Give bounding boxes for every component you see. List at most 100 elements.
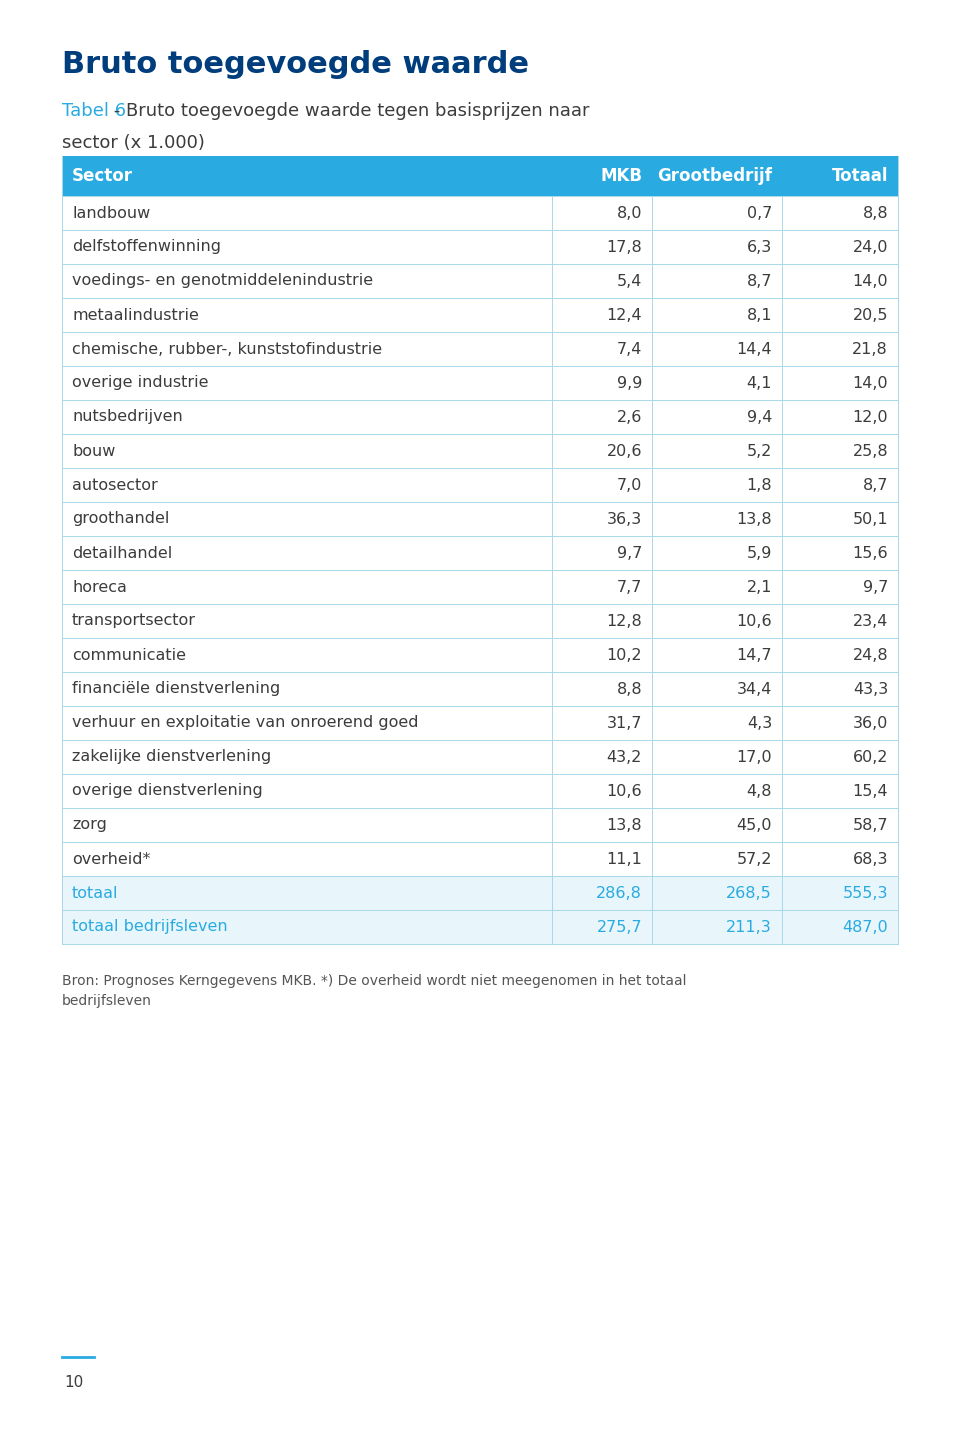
Text: 286,8: 286,8 bbox=[596, 886, 642, 900]
Text: 43,2: 43,2 bbox=[607, 749, 642, 765]
Text: 8,0: 8,0 bbox=[616, 206, 642, 221]
Bar bbox=[62, 842, 898, 876]
Text: 10,2: 10,2 bbox=[607, 648, 642, 662]
Text: transportsector: transportsector bbox=[72, 614, 196, 629]
Text: MKB: MKB bbox=[600, 167, 642, 184]
Bar bbox=[62, 366, 898, 399]
Bar bbox=[62, 298, 898, 333]
Text: 9,4: 9,4 bbox=[747, 409, 772, 424]
Text: Totaal: Totaal bbox=[831, 167, 888, 184]
Text: 50,1: 50,1 bbox=[852, 511, 888, 527]
Text: 0,7: 0,7 bbox=[747, 206, 772, 221]
Text: totaal: totaal bbox=[72, 886, 118, 900]
Text: 4,1: 4,1 bbox=[747, 376, 772, 391]
Text: 2,1: 2,1 bbox=[747, 579, 772, 594]
Text: 7,4: 7,4 bbox=[616, 341, 642, 357]
Text: 24,8: 24,8 bbox=[852, 648, 888, 662]
Text: 487,0: 487,0 bbox=[842, 919, 888, 935]
Text: 7,0: 7,0 bbox=[616, 478, 642, 492]
Text: 6,3: 6,3 bbox=[747, 240, 772, 254]
Text: 5,9: 5,9 bbox=[747, 546, 772, 560]
Bar bbox=[62, 264, 898, 298]
Text: Bruto toegevoegde waarde: Bruto toegevoegde waarde bbox=[62, 49, 529, 78]
Bar bbox=[62, 229, 898, 264]
Text: 9,7: 9,7 bbox=[863, 579, 888, 594]
Text: Bron: Prognoses Kerngegevens MKB. *) De overheid wordt niet meegenomen in het to: Bron: Prognoses Kerngegevens MKB. *) De … bbox=[62, 974, 686, 987]
Text: 23,4: 23,4 bbox=[852, 614, 888, 629]
Text: chemische, rubber-, kunststofindustrie: chemische, rubber-, kunststofindustrie bbox=[72, 341, 382, 357]
Bar bbox=[62, 502, 898, 536]
Text: 34,4: 34,4 bbox=[736, 681, 772, 697]
Bar bbox=[62, 672, 898, 706]
Text: overheid*: overheid* bbox=[72, 851, 151, 867]
Text: 68,3: 68,3 bbox=[852, 851, 888, 867]
Text: sector (x 1.000): sector (x 1.000) bbox=[62, 134, 204, 152]
Text: 15,6: 15,6 bbox=[852, 546, 888, 560]
Text: 275,7: 275,7 bbox=[596, 919, 642, 935]
Text: 13,8: 13,8 bbox=[607, 817, 642, 832]
Text: 60,2: 60,2 bbox=[852, 749, 888, 765]
Text: overige industrie: overige industrie bbox=[72, 376, 208, 391]
Text: 2,6: 2,6 bbox=[616, 409, 642, 424]
Text: 20,6: 20,6 bbox=[607, 443, 642, 459]
Text: zorg: zorg bbox=[72, 817, 107, 832]
Bar bbox=[62, 876, 898, 910]
Text: 36,0: 36,0 bbox=[852, 716, 888, 730]
Text: 12,4: 12,4 bbox=[607, 308, 642, 322]
Text: 15,4: 15,4 bbox=[852, 784, 888, 799]
Bar bbox=[62, 774, 898, 807]
Text: 57,2: 57,2 bbox=[736, 851, 772, 867]
Text: 14,7: 14,7 bbox=[736, 648, 772, 662]
Bar bbox=[62, 155, 898, 196]
Text: 8,1: 8,1 bbox=[746, 308, 772, 322]
Bar bbox=[62, 571, 898, 604]
Text: 12,0: 12,0 bbox=[852, 409, 888, 424]
Text: 5,4: 5,4 bbox=[616, 273, 642, 289]
Text: 12,8: 12,8 bbox=[607, 614, 642, 629]
Text: Sector: Sector bbox=[72, 167, 133, 184]
Text: voedings- en genotmiddelenindustrie: voedings- en genotmiddelenindustrie bbox=[72, 273, 373, 289]
Text: 10,6: 10,6 bbox=[736, 614, 772, 629]
Text: landbouw: landbouw bbox=[72, 206, 151, 221]
Text: 24,0: 24,0 bbox=[852, 240, 888, 254]
Text: 211,3: 211,3 bbox=[727, 919, 772, 935]
Text: financiële dienstverlening: financiële dienstverlening bbox=[72, 681, 280, 697]
Bar bbox=[62, 910, 898, 944]
Bar bbox=[62, 637, 898, 672]
Text: 555,3: 555,3 bbox=[843, 886, 888, 900]
Text: Grootbedrijf: Grootbedrijf bbox=[658, 167, 772, 184]
Bar bbox=[62, 741, 898, 774]
Text: bouw: bouw bbox=[72, 443, 115, 459]
Text: 4,3: 4,3 bbox=[747, 716, 772, 730]
Text: horeca: horeca bbox=[72, 579, 127, 594]
Text: 14,0: 14,0 bbox=[852, 273, 888, 289]
Text: 21,8: 21,8 bbox=[852, 341, 888, 357]
Text: 9,9: 9,9 bbox=[616, 376, 642, 391]
Bar bbox=[62, 604, 898, 637]
Text: 58,7: 58,7 bbox=[852, 817, 888, 832]
Text: 4,8: 4,8 bbox=[747, 784, 772, 799]
Text: 9,7: 9,7 bbox=[616, 546, 642, 560]
Bar bbox=[62, 196, 898, 229]
Text: 268,5: 268,5 bbox=[727, 886, 772, 900]
Text: groothandel: groothandel bbox=[72, 511, 169, 527]
Text: 1,8: 1,8 bbox=[746, 478, 772, 492]
Text: bedrijfsleven: bedrijfsleven bbox=[62, 995, 152, 1008]
Bar bbox=[62, 399, 898, 434]
Text: nutsbedrijven: nutsbedrijven bbox=[72, 409, 182, 424]
Bar bbox=[62, 807, 898, 842]
Text: 17,8: 17,8 bbox=[607, 240, 642, 254]
Text: zakelijke dienstverlening: zakelijke dienstverlening bbox=[72, 749, 272, 765]
Bar bbox=[62, 468, 898, 502]
Bar bbox=[62, 536, 898, 571]
Text: verhuur en exploitatie van onroerend goed: verhuur en exploitatie van onroerend goe… bbox=[72, 716, 419, 730]
Text: 5,2: 5,2 bbox=[747, 443, 772, 459]
Text: 20,5: 20,5 bbox=[852, 308, 888, 322]
Text: 45,0: 45,0 bbox=[736, 817, 772, 832]
Text: 8,7: 8,7 bbox=[747, 273, 772, 289]
Text: delfstoffenwinning: delfstoffenwinning bbox=[72, 240, 221, 254]
Text: totaal bedrijfsleven: totaal bedrijfsleven bbox=[72, 919, 228, 935]
Text: Tabel 6: Tabel 6 bbox=[62, 102, 126, 121]
Text: 43,3: 43,3 bbox=[852, 681, 888, 697]
Text: 36,3: 36,3 bbox=[607, 511, 642, 527]
